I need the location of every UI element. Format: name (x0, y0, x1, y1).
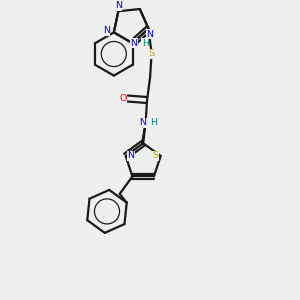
Text: O: O (119, 94, 127, 103)
Text: N: N (128, 152, 135, 160)
Text: N: N (103, 26, 110, 35)
Text: N: N (147, 30, 154, 39)
Text: H: H (151, 118, 158, 127)
Text: N: N (115, 2, 122, 10)
Text: N: N (139, 118, 146, 127)
Text: H: H (142, 39, 148, 48)
Text: S: S (152, 152, 158, 160)
Text: S: S (148, 49, 154, 58)
Text: N: N (130, 39, 137, 48)
